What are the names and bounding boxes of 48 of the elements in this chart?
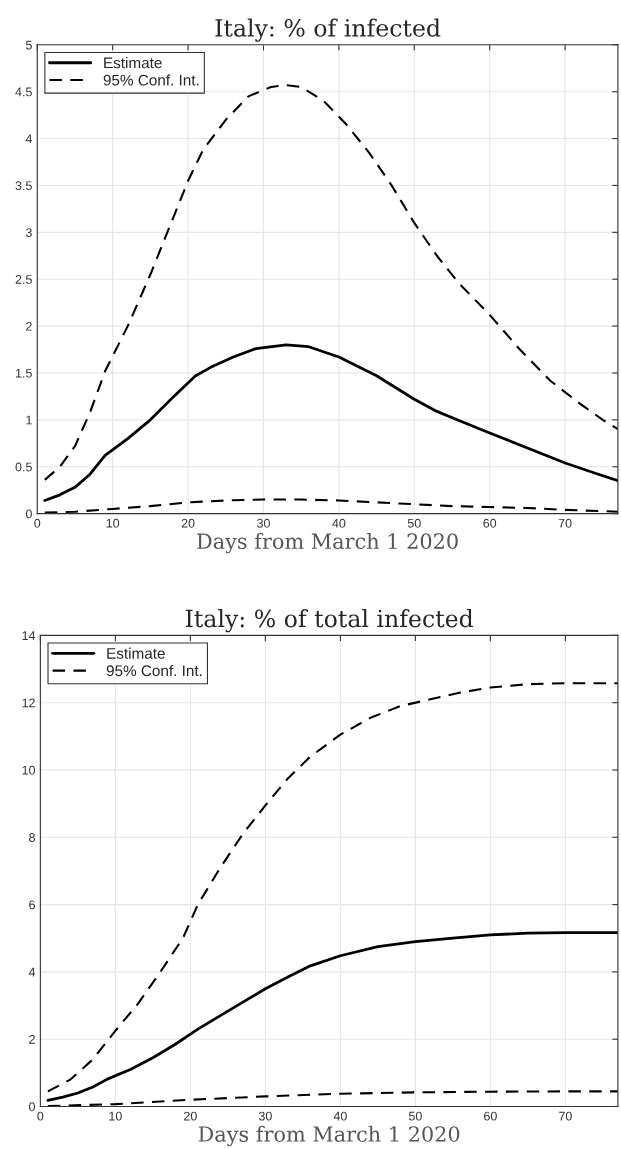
y-tick-label: 3	[25, 228, 32, 237]
x-tick-label: 60	[483, 518, 497, 528]
chart-title: Italy: % of total infected	[185, 609, 474, 633]
x-tick-label: 30	[258, 1111, 272, 1121]
y-tick-label: 4.5	[15, 87, 32, 97]
legend-label: Estimate	[104, 57, 162, 69]
line-series	[46, 682, 618, 1093]
y-tick-label: 4	[25, 134, 33, 144]
x-tick-label: 20	[181, 518, 195, 528]
x-tick-label: 30	[257, 518, 270, 528]
line-series	[43, 498, 618, 514]
line-series	[46, 1090, 618, 1107]
y-tick-label: 10	[22, 765, 36, 775]
legend-label: 95% Conf. Int.	[106, 664, 202, 677]
x-tick-label: 50	[407, 518, 421, 528]
y-tick-label: 5	[25, 40, 32, 50]
y-tick-label: 14	[22, 631, 36, 640]
y-tick-label: 2.5	[15, 275, 32, 284]
x-tick-label: 50	[408, 1111, 422, 1121]
chart-title: Italy: % of infected	[215, 18, 441, 42]
x-tick-label: 10	[106, 518, 120, 528]
legend-label: 95% Conf. Int.	[103, 74, 199, 86]
x-tick-label: 20	[184, 1111, 197, 1121]
legend-label: Estimate	[107, 647, 165, 659]
x-tick-label: 60	[484, 1111, 497, 1121]
y-tick-label: 4	[28, 967, 36, 977]
x-tick-label: 70	[559, 1111, 572, 1121]
y-tick-label: 1	[26, 415, 32, 425]
y-tick-label: 12	[22, 698, 35, 708]
x-tick-label: 70	[558, 518, 572, 528]
line-series	[46, 931, 618, 1102]
line-series	[43, 343, 618, 502]
x-axis-title: Days from March 1 2020	[197, 532, 458, 554]
y-tick-label: 6	[29, 900, 35, 910]
line-series	[43, 84, 618, 481]
y-tick-label: 0.5	[15, 462, 32, 472]
y-tick-label: 2	[26, 321, 32, 331]
y-tick-label: 8	[29, 833, 35, 842]
y-tick-label: 1.5	[15, 368, 32, 378]
y-tick-label: 3.5	[15, 181, 32, 191]
x-tick-label: 0	[37, 1111, 44, 1121]
x-tick-label: 40	[332, 518, 346, 528]
x-tick-label: 40	[333, 1111, 347, 1121]
y-tick-label: 0	[29, 1102, 36, 1112]
y-tick-label: 2	[29, 1034, 35, 1044]
y-tick-label: 0	[25, 509, 32, 519]
x-tick-label: 10	[109, 1111, 122, 1121]
x-axis-title: Days from March 1 2020	[198, 1125, 460, 1147]
